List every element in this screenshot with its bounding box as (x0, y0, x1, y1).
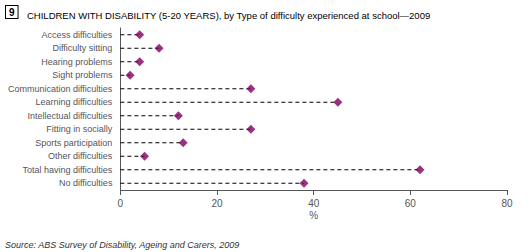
svg-text:%: % (309, 210, 318, 221)
svg-text:Hearing problems: Hearing problems (41, 57, 113, 67)
svg-text:No difficulties: No difficulties (59, 178, 113, 188)
svg-text:60: 60 (405, 198, 417, 209)
svg-text:Access difficulties: Access difficulties (42, 30, 113, 40)
svg-text:Total having difficulties: Total having difficulties (22, 165, 112, 175)
svg-text:CHILDREN WITH DISABILITY (5-20: CHILDREN WITH DISABILITY (5-20 YEARS), b… (27, 10, 430, 21)
svg-text:Intellectual difficulties: Intellectual difficulties (27, 111, 112, 121)
svg-text:9: 9 (9, 7, 15, 18)
svg-text:20: 20 (211, 198, 223, 209)
svg-text:Learning difficulties: Learning difficulties (35, 97, 112, 107)
svg-text:Fitting in socially: Fitting in socially (46, 124, 113, 134)
svg-text:80: 80 (501, 198, 513, 209)
svg-text:Sports participation: Sports participation (35, 138, 112, 148)
svg-text:Difficulty sitting: Difficulty sitting (53, 43, 113, 53)
svg-text:0: 0 (118, 198, 124, 209)
svg-text:Sight problems: Sight problems (52, 70, 113, 80)
svg-text:Source: ABS Survey of Disabili: Source: ABS Survey of Disability, Ageing… (5, 240, 239, 250)
svg-text:40: 40 (308, 198, 320, 209)
svg-text:Other difficulties: Other difficulties (48, 151, 113, 161)
svg-text:Communication difficulties: Communication difficulties (8, 84, 113, 94)
